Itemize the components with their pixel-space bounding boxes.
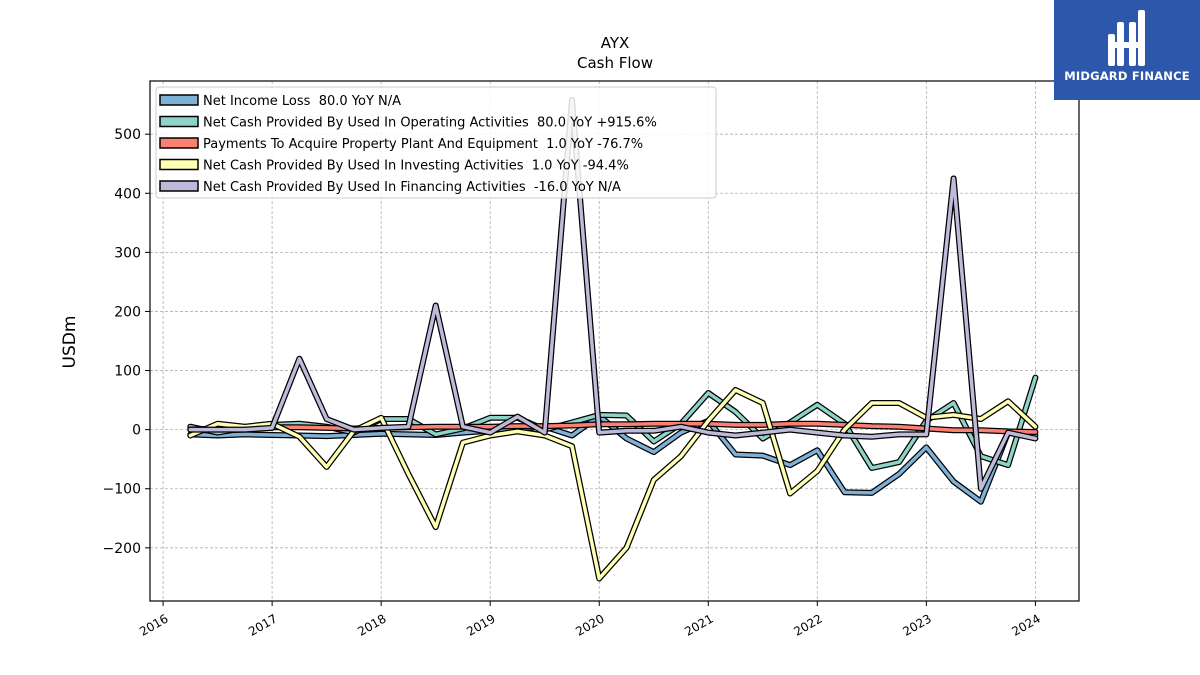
y-tick-label: 400 [114, 186, 141, 202]
y-tick-label: 100 [114, 364, 141, 380]
legend-box [155, 86, 717, 199]
legend-swatch [159, 115, 199, 128]
y-tick-label: 0 [132, 423, 141, 439]
series-line-outline [187, 387, 1039, 582]
legend-swatch [159, 158, 199, 171]
chart-title: AYX [601, 34, 630, 52]
legend-label: Net Cash Provided By Used In Financing A… [203, 180, 621, 195]
x-tick-label: 2023 [900, 611, 933, 638]
chart-subtitle: Cash Flow [577, 54, 653, 72]
midgard-logo-icon [1108, 10, 1145, 66]
legend-swatch [159, 94, 199, 106]
x-tick-label: 2017 [246, 611, 279, 638]
x-tick-label: 2018 [355, 611, 388, 638]
x-tick-label: 2020 [573, 611, 606, 638]
data-series [187, 96, 1039, 582]
x-tick-label: 2019 [464, 611, 497, 638]
brand-logo: MIDGARD FINANCE [1054, 0, 1200, 100]
x-tick-label: 2024 [1009, 611, 1042, 638]
series-line [188, 421, 1038, 434]
series-line [188, 98, 1038, 491]
x-tick-label: 2021 [682, 611, 715, 638]
brand-name: MIDGARD FINANCE [1064, 69, 1190, 83]
legend-label: Net Income Loss 80.0 YoY N/A [203, 94, 401, 109]
y-tick-label: 200 [114, 304, 141, 320]
legend-swatch [159, 137, 199, 149]
legend-label: Net Cash Provided By Used In Operating A… [203, 116, 657, 131]
legend-label: Payments To Acquire Property Plant And E… [203, 137, 643, 152]
y-tick-label: 500 [114, 127, 141, 143]
series-line [188, 388, 1038, 581]
x-tick-label: 2022 [791, 611, 824, 638]
y-tick-label: −100 [103, 482, 141, 498]
plot-frame [149, 80, 1080, 602]
legend: Net Income Loss 80.0 YoY N/A Net Cash Pro… [155, 86, 717, 199]
legend-swatch [159, 180, 199, 192]
legend-label: Net Cash Provided By Used In Investing A… [203, 159, 629, 174]
y-tick-label: −200 [103, 541, 141, 557]
x-tick-label: 2016 [137, 611, 170, 638]
axes: −200 −100 0 100 200 300 400 500 2016 2017 2018 2019… [103, 127, 1043, 639]
y-axis-label: USDm [60, 316, 80, 369]
y-tick-label: 300 [114, 245, 141, 261]
